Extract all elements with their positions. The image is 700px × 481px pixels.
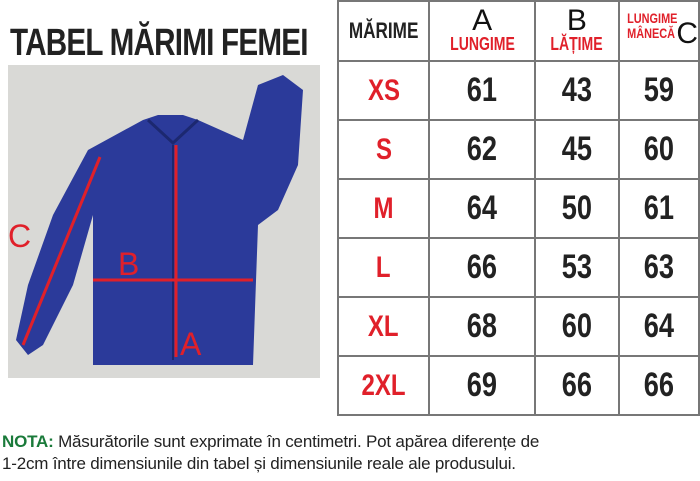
size-label: S [375,132,392,166]
table-row: S 62 45 60 [336,119,700,180]
note: NOTA: Măsurătorile sunt exprimate în cen… [2,431,539,475]
table-row: M 64 50 61 [336,178,700,239]
cell-c: 63 [617,237,700,298]
measurement-value: 53 [561,248,593,286]
measurement-value: 68 [467,307,498,345]
measurement-value: 45 [561,130,593,168]
cell-size: S [336,119,431,180]
cell-size: XL [336,296,431,357]
page-title: TABEL MĂRIMI FEMEI [10,22,308,64]
cell-size: 2XL [336,355,431,416]
header-row: MĂRIME A LUNGIME B LĂȚIME LUNGIME MÂNECĂC [336,0,700,62]
cell-a: 69 [428,355,537,416]
cell-a: 68 [428,296,537,357]
measurement-value: 69 [467,366,498,404]
measurement-value: 61 [643,189,674,227]
header-a-label: LUNGIME [449,34,515,54]
cell-b: 66 [534,355,620,416]
measurement-value: 66 [467,248,498,286]
note-line1: Măsurătorile sunt exprimate în centimetr… [53,432,540,451]
cell-size: M [336,178,431,239]
size-label: XL [368,309,399,343]
measurement-value: 66 [643,366,674,404]
size-label: M [373,191,394,225]
cell-size: L [336,237,431,298]
size-label: 2XL [361,368,406,402]
cell-c: 66 [617,355,700,416]
measurement-value: 63 [643,248,674,286]
measurement-value: 66 [561,366,593,404]
header-size: MĂRIME [348,18,419,43]
cell-a: 61 [428,60,537,121]
header-c-label1: LUNGIME [626,10,678,27]
jacket-photo: B A C [8,65,320,378]
measurement-value: 50 [561,189,593,227]
header-c-label2: MÂNECĂ [626,25,675,42]
cell-b: 60 [534,296,620,357]
table-row: 2XL 69 66 66 [336,355,700,416]
measurement-value: 64 [643,307,674,345]
size-label: L [376,250,391,284]
label-b: B [118,246,139,282]
size-table: MĂRIME A LUNGIME B LĂȚIME LUNGIME MÂNECĂC X… [336,0,700,416]
measurement-value: 64 [467,189,498,227]
measurement-value: 61 [467,71,498,109]
table-row: XS 61 43 59 [336,60,700,121]
measurement-value: 59 [643,71,674,109]
header-b-letter: B [566,4,587,37]
measurement-value: 62 [467,130,498,168]
cell-b: 50 [534,178,620,239]
measurement-value: 60 [561,307,593,345]
header-c-letter: C [676,16,698,50]
cell-c: 59 [617,60,700,121]
cell-c: 61 [617,178,700,239]
header-a-letter: A [472,4,493,37]
cell-c: 64 [617,296,700,357]
cell-a: 64 [428,178,537,239]
table-row: XL 68 60 64 [336,296,700,357]
note-line2: 1-2cm între dimensiunile din tabel și di… [2,454,516,473]
cell-a: 66 [428,237,537,298]
measurement-value: 43 [561,71,593,109]
note-label: NOTA: [2,432,54,451]
cell-b: 53 [534,237,620,298]
size-label: XS [367,73,400,107]
cell-b: 45 [534,119,620,180]
table-row: L 66 53 63 [336,237,700,298]
header-b-label: LĂȚIME [550,34,604,54]
measurement-value: 60 [643,130,674,168]
cell-size: XS [336,60,431,121]
cell-a: 62 [428,119,537,180]
cell-b: 43 [534,60,620,121]
cell-c: 60 [617,119,700,180]
label-a: A [180,326,202,362]
label-c: C [8,218,31,254]
